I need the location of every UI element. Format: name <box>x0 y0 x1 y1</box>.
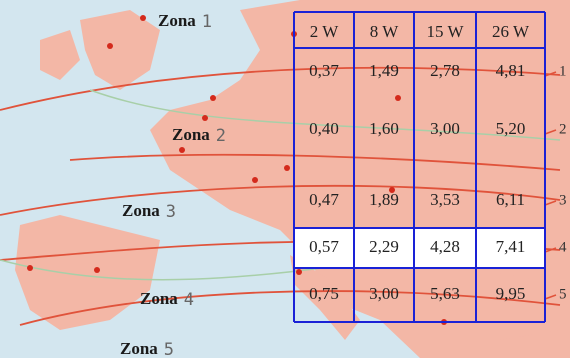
table-cell: 0,40 <box>309 119 339 138</box>
zone-label: Zona 3 <box>122 201 176 222</box>
table-cell: 9,95 <box>496 284 526 303</box>
zone-number: 3 <box>166 202 176 222</box>
table-cell: 0,47 <box>309 190 339 209</box>
table-cell: 1,49 <box>369 61 399 80</box>
table-cell: 5,63 <box>430 284 460 303</box>
header-cell: 8 W <box>370 22 399 41</box>
marker-tick <box>544 247 557 253</box>
header-cell: 26 W <box>492 22 530 41</box>
zone-word: Zona <box>140 289 178 308</box>
row-marker: 1 <box>559 63 567 79</box>
zone-boundaries <box>0 66 561 326</box>
table-cell: 0,75 <box>309 284 339 303</box>
zone-number: 4 <box>184 290 194 310</box>
table-cell: 2,29 <box>369 237 399 256</box>
row-marker: 5 <box>559 286 567 302</box>
highlight-row <box>294 228 545 268</box>
marker-tick <box>544 200 557 206</box>
table-cell: 7,41 <box>496 237 526 256</box>
table-cell: 4,81 <box>496 61 526 80</box>
header-cell: 2 W <box>310 22 339 41</box>
table-cell: 5,20 <box>496 119 526 138</box>
zone-word: Zona <box>120 339 158 358</box>
zone-number: 2 <box>216 126 226 146</box>
zone-label: Zona 1 <box>158 11 212 32</box>
zone-label: Zona 4 <box>140 289 194 310</box>
zone-word: Zona <box>172 125 210 144</box>
zone-word: Zona <box>122 201 160 220</box>
marker-tick <box>544 294 557 300</box>
table-cell: 1,89 <box>369 190 399 209</box>
zone-labels: Zona 1 Zona 2 Zona 3 Zona 4 Zona 5 <box>120 11 226 358</box>
zone-label: Zona 2 <box>172 125 226 146</box>
row-marker: 3 <box>559 192 567 208</box>
zone-number: 1 <box>202 12 212 32</box>
table-cell: 0,57 <box>309 237 339 256</box>
marker-tick <box>544 71 557 77</box>
table-cell: 0,37 <box>309 61 339 80</box>
marker-tick <box>544 129 557 135</box>
header-cell: 15 W <box>427 22 465 41</box>
zone-word: Zona <box>158 11 196 30</box>
table-cell: 1,60 <box>369 119 399 138</box>
row-marker: 4 <box>559 239 567 255</box>
row-marker: 2 <box>559 121 567 137</box>
zone-label: Zona 5 <box>120 339 174 358</box>
table: 2 W 8 W 15 W 26 W 0,37 1,49 2,78 4,81 1 0,40 1,60 3… <box>293 11 567 323</box>
table-cell: 4,28 <box>430 237 460 256</box>
table-cell: 3,53 <box>430 190 460 209</box>
table-cell: 6,11 <box>496 190 525 209</box>
table-cell: 3,00 <box>369 284 399 303</box>
zone-number: 5 <box>164 340 174 358</box>
table-cell: 3,00 <box>430 119 460 138</box>
table-cell: 2,78 <box>430 61 460 80</box>
